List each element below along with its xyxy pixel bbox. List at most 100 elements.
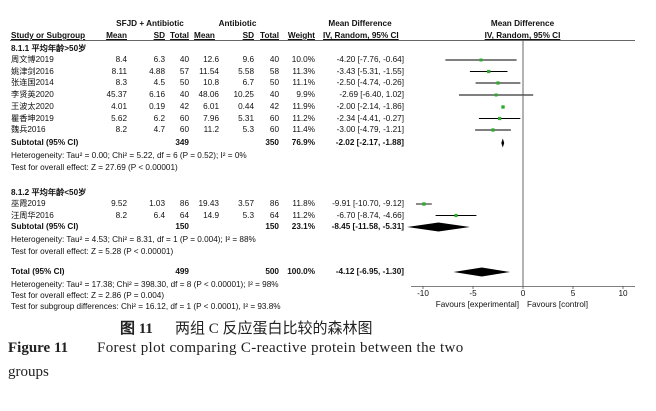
total1-cell: 60 — [179, 125, 189, 134]
study-name: 瞿香坤2019 — [11, 113, 54, 123]
heterogeneity-text: Heterogeneity: Tau² = 17.38; Chi² = 398.… — [11, 280, 279, 289]
total2-cell: 86 — [269, 199, 279, 208]
x-tick-label: -5 — [469, 289, 477, 298]
subtotal-diamond — [407, 222, 470, 232]
total2-cell: 500 — [265, 267, 279, 276]
subgroup-title: 8.1.2 平均年龄<50岁 — [11, 188, 87, 197]
mean2-cell: 7.96 — [203, 113, 219, 123]
total1-cell: 40 — [179, 55, 189, 64]
overall-effect-text: Test for overall effect: Z = 27.69 (P < … — [11, 163, 178, 172]
caption-en-label: Figure 11 — [8, 340, 69, 356]
md-ci-cell: -2.69 [-6.40, 1.02] — [339, 90, 404, 99]
sd1-cell: 1.03 — [149, 199, 165, 208]
weight-cell: 11.2% — [292, 210, 315, 220]
md-ci-cell: -9.91 [-10.70, -9.12] — [332, 199, 404, 208]
plot-header: Mean Difference — [490, 19, 555, 28]
group2-header: Antibiotic — [218, 19, 257, 28]
mean1-cell: 9.52 — [111, 199, 127, 208]
total1-cell: 60 — [179, 113, 189, 123]
study-name: 魏兵2016 — [11, 125, 46, 134]
mean2-cell: 12.6 — [203, 55, 219, 64]
mean1-header: Mean — [106, 31, 127, 40]
mean2-cell: 19.43 — [198, 199, 220, 208]
md-header: Mean Difference — [328, 19, 392, 28]
study-name: 汪周华2016 — [11, 210, 54, 220]
total1-cell: 86 — [179, 199, 189, 208]
md-ci-cell: -3.43 [-5.31, -1.55] — [336, 66, 404, 76]
weight-cell: 11.8% — [292, 199, 315, 208]
sd2-cell: 3.57 — [238, 199, 254, 208]
total2-cell: 64 — [269, 210, 279, 220]
total2-cell: 150 — [265, 222, 279, 231]
mean1-cell: 8.2 — [115, 210, 127, 220]
md-ci-cell: -2.00 [-2.14, -1.86] — [336, 102, 404, 111]
sd1-cell: 6.4 — [153, 210, 165, 220]
subtotal-diamond — [501, 138, 505, 148]
sd1-cell: 6.3 — [153, 55, 165, 64]
total2-header: Total — [260, 31, 279, 40]
weight-cell: 23.1% — [291, 222, 315, 231]
sd2-cell: 5.3 — [242, 210, 254, 220]
study-name: 李贤英2020 — [11, 90, 54, 99]
sd1-cell: 4.7 — [153, 125, 165, 134]
caption-en-text: Forest plot comparing C-reactive protein… — [97, 340, 464, 356]
caption-cn-label: 图 11 — [120, 321, 153, 337]
sd1-cell: 4.88 — [149, 66, 165, 76]
sd1-header: SD — [153, 31, 165, 40]
total1-header: Total — [170, 31, 189, 40]
sd2-cell: 10.25 — [233, 90, 255, 99]
mean1-cell: 45.37 — [106, 90, 128, 99]
mean2-header: Mean — [194, 31, 215, 40]
favours-control-label: Favours [control] — [527, 300, 588, 309]
sd2-cell: 9.6 — [242, 55, 254, 64]
total1-cell: 499 — [175, 267, 189, 276]
md-ci-cell: -4.12 [-6.95, -1.30] — [335, 267, 404, 276]
mean1-cell: 8.3 — [115, 78, 127, 87]
total2-cell: 58 — [269, 66, 279, 76]
mean1-cell: 8.11 — [111, 66, 127, 76]
mean2-cell: 48.06 — [198, 90, 220, 99]
md-ci-cell: -8.45 [-11.58, -5.31] — [331, 222, 404, 231]
total1-cell: 42 — [179, 102, 189, 111]
caption-cn-text: 两组 C 反应蛋白比较的森林图 — [175, 321, 373, 337]
total1-cell: 40 — [179, 90, 189, 99]
total1-cell: 349 — [175, 138, 189, 147]
total1-cell: 64 — [179, 210, 189, 220]
study-square — [496, 81, 500, 85]
md-ci-cell: -4.20 [-7.76, -0.64] — [336, 55, 404, 64]
study-square — [422, 202, 426, 206]
mean2-cell: 11.2 — [203, 125, 219, 134]
md-ci-cell: -2.34 [-4.41, -0.27] — [336, 113, 404, 123]
mean2-cell: 11.54 — [199, 66, 219, 76]
study-name: 周文博2019 — [11, 55, 54, 64]
total2-cell: 60 — [269, 125, 279, 134]
study-square — [454, 213, 458, 218]
total2-cell: 50 — [269, 78, 279, 87]
x-tick-label: 0 — [520, 289, 526, 298]
sd2-cell: 5.58 — [238, 66, 254, 76]
x-tick-label: 5 — [570, 289, 576, 298]
study-name: 巫霞2019 — [11, 199, 46, 208]
md-ci-cell: -2.50 [-4.74, -0.26] — [336, 78, 404, 87]
sd1-cell: 6.16 — [149, 90, 165, 99]
total-diamond — [453, 267, 510, 277]
weight-cell: 11.4% — [292, 125, 315, 134]
group1-header: SFJD + Antibiotic — [116, 19, 184, 28]
mean2-cell: 14.9 — [203, 210, 219, 220]
md-ci-cell: -3.00 [-4.79, -1.21] — [336, 125, 404, 134]
mean2-cell: 10.8 — [203, 78, 219, 87]
total2-cell: 40 — [269, 90, 279, 99]
caption-en-text-2: groups — [8, 364, 49, 380]
mean1-cell: 4.01 — [111, 102, 127, 111]
sd2-cell: 6.7 — [242, 78, 254, 87]
sd2-header: SD — [242, 31, 254, 40]
heterogeneity-text: Heterogeneity: Tau² = 4.53; Chi² = 8.31,… — [11, 235, 256, 244]
study-name: 张连国2014 — [11, 78, 54, 87]
subtotal-label: Subtotal (95% CI) — [11, 138, 79, 147]
weight-cell: 9.9% — [296, 90, 315, 99]
study-square — [487, 69, 491, 74]
subtotal-label: Subtotal (95% CI) — [11, 222, 79, 231]
total1-cell: 57 — [179, 66, 189, 76]
heterogeneity-text: Heterogeneity: Tau² = 0.00; Chi² = 5.22,… — [11, 151, 247, 160]
subgroup-title: 8.1.1 平均年龄>50岁 — [11, 44, 87, 53]
